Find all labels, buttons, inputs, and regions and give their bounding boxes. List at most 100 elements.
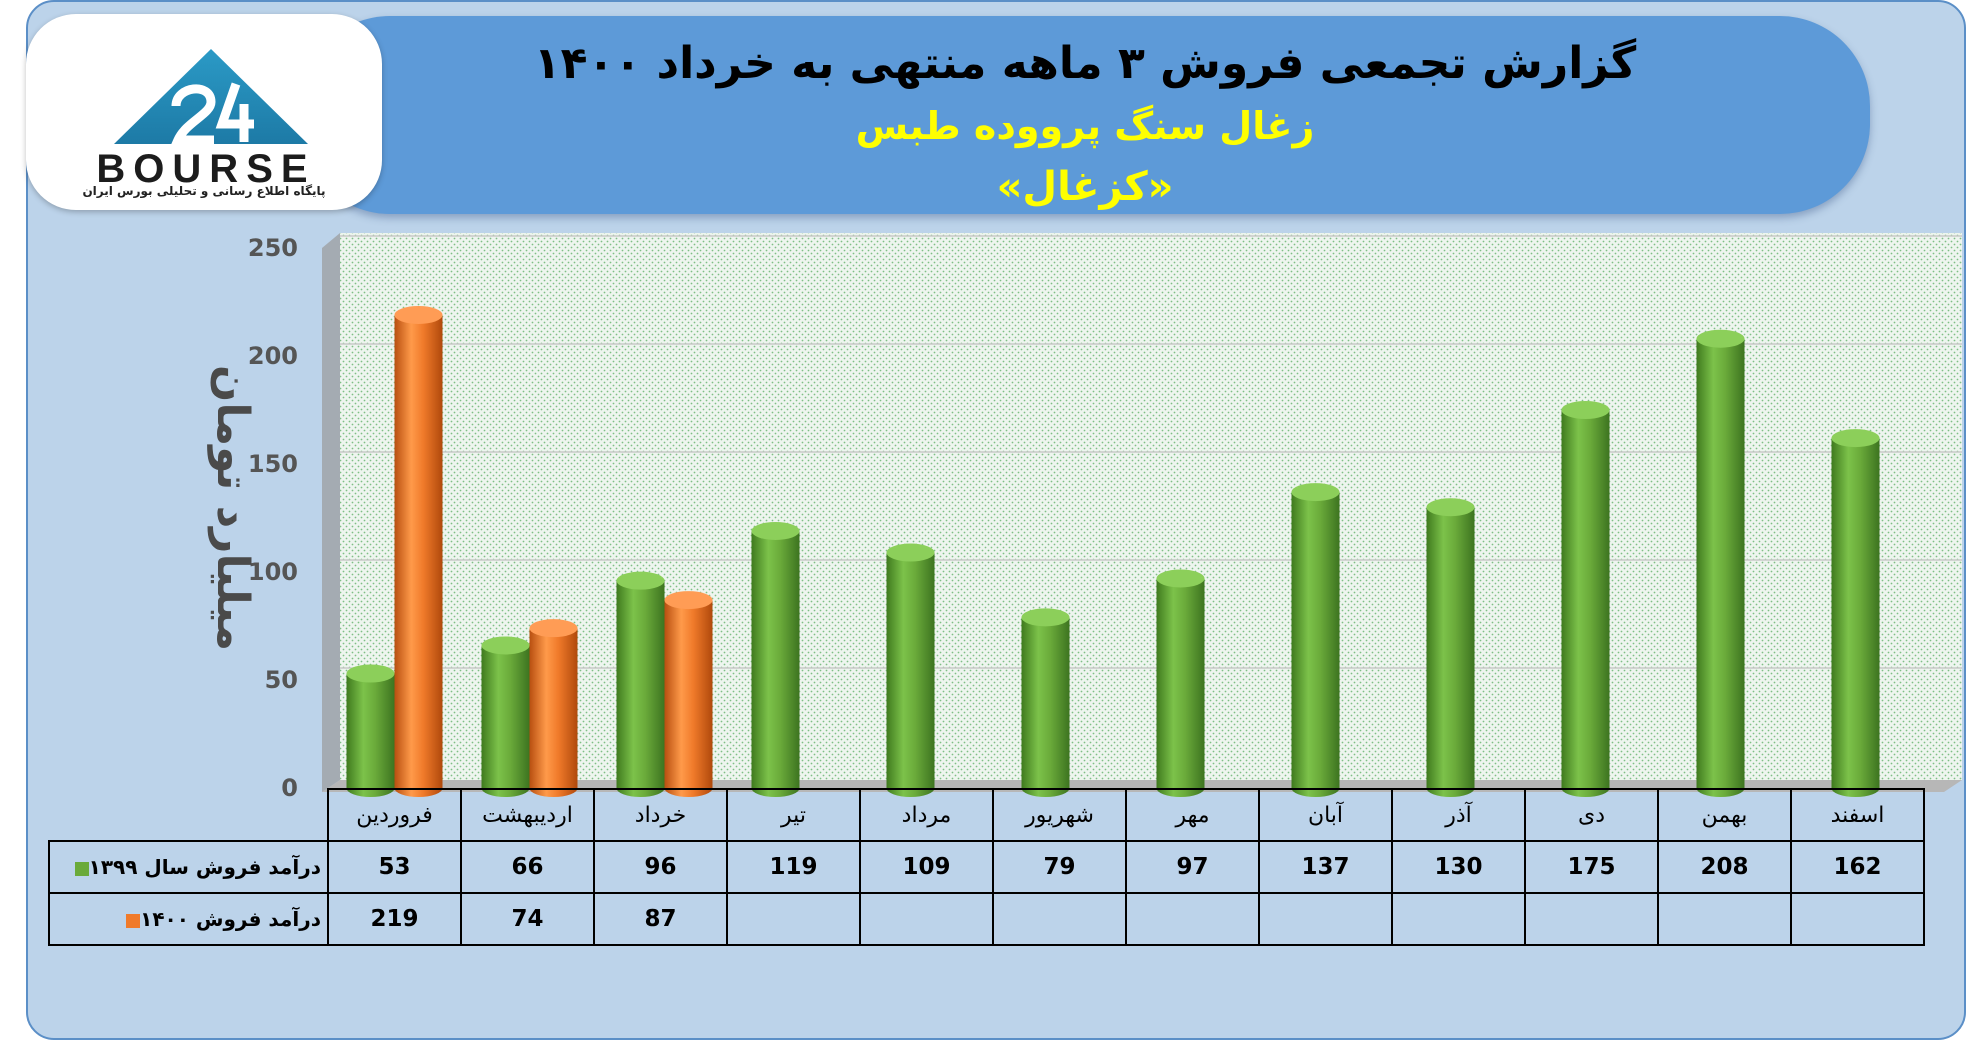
- bar-cap: [1831, 429, 1880, 448]
- category-label: آذر: [1391, 788, 1526, 842]
- bar-cap: [1561, 401, 1610, 419]
- value-cell-1399: 66: [460, 840, 595, 894]
- bar-cap: [346, 664, 395, 683]
- bar-body: [529, 628, 578, 797]
- legend-swatch-1400: [126, 913, 141, 928]
- gridlines: [340, 235, 1962, 669]
- bar-cap: [481, 636, 530, 655]
- y-tick-label: 200: [248, 342, 298, 370]
- bar-chart: 0 50 100 150 200 250 میلیارد تومان: [207, 233, 1962, 800]
- bar-1400: [394, 305, 443, 797]
- bar-cap: [1426, 498, 1475, 517]
- bar-body: [1561, 410, 1610, 797]
- bar-cap: [886, 543, 935, 562]
- y-tick-label: 100: [248, 558, 298, 586]
- bar-cap: [664, 591, 713, 610]
- value-cell-1400: [1391, 892, 1526, 946]
- bar-body: [1156, 578, 1205, 797]
- bar-body: [1426, 507, 1475, 797]
- bar-cap: [1696, 329, 1745, 348]
- value-cell-1400: [726, 892, 861, 946]
- category-label: خرداد: [593, 788, 728, 842]
- value-cell-1400: [1524, 892, 1659, 946]
- y-axis-label: میلیارد تومان: [207, 365, 258, 651]
- category-label: شهریور: [992, 788, 1127, 842]
- bar-1400: [664, 591, 713, 797]
- bar-body: [481, 645, 530, 797]
- value-cell-1399: 137: [1258, 840, 1393, 894]
- bar-body: [1291, 492, 1340, 797]
- bar-1399: [751, 521, 800, 797]
- bar-body: [346, 673, 395, 797]
- bar-1399: [1156, 569, 1205, 797]
- value-cell-1399: 109: [859, 840, 994, 894]
- category-label: تیر: [726, 788, 861, 842]
- value-cell-1400: [1790, 892, 1925, 946]
- legend-label-1399: درآمد فروش سال ۱۳۹۹: [88, 855, 321, 879]
- title-banner: گزارش تجمعی فروش ۳ ماهه منتهی به خرداد ۱…: [300, 16, 1870, 214]
- bar-body: [1021, 617, 1070, 797]
- bar-1399: [1561, 401, 1610, 797]
- value-cell-1399: 162: [1790, 840, 1925, 894]
- value-cell-1399: 175: [1524, 840, 1659, 894]
- value-cell-1399: 96: [593, 840, 728, 894]
- bar-1399: [1291, 483, 1340, 797]
- bar-1399: [886, 543, 935, 797]
- y-tick-label: 250: [248, 234, 298, 262]
- logo-tagline: پایگاه اطلاع رسانی و تحلیلی بورس ایران: [82, 184, 326, 198]
- bar-cap: [1156, 569, 1205, 588]
- table-corner: [49, 789, 328, 841]
- value-cell-1400: [1258, 892, 1393, 946]
- bar-1399: [1696, 329, 1745, 797]
- bar-body: [394, 314, 443, 797]
- bar-1399: [616, 571, 665, 797]
- bar-1399: [481, 636, 530, 797]
- legend-label-1400: درآمد فروش ۱۴۰۰: [140, 907, 321, 931]
- value-cell-1400: 219: [327, 892, 462, 946]
- bourse-24-triangle-icon: BOURSE: [96, 49, 315, 191]
- y-tick-label: 150: [248, 450, 298, 478]
- value-cell-1399: 53: [327, 840, 462, 894]
- chart-title: گزارش تجمعی فروش ۳ ماهه منتهی به خرداد ۱…: [533, 38, 1637, 89]
- bar-cap: [751, 521, 800, 540]
- bar-1399: [1426, 498, 1475, 797]
- plot-area: [340, 233, 1962, 780]
- bar-cap: [1021, 608, 1070, 627]
- bar-cap: [394, 305, 443, 324]
- bar-1400: [529, 619, 578, 797]
- y-tick-label: 0: [281, 774, 298, 800]
- plot-side-wall: [322, 233, 340, 792]
- category-label: فروردین: [327, 788, 462, 842]
- ticker-symbol: «کزغال»: [996, 164, 1174, 210]
- y-axis-ticks: 0 50 100 150 200 250: [248, 234, 298, 800]
- category-label: اسفند: [1790, 788, 1925, 842]
- bar-1399: [1021, 608, 1070, 797]
- value-cell-1400: [1125, 892, 1260, 946]
- category-label: آبان: [1258, 788, 1393, 842]
- category-label: دی: [1524, 788, 1659, 842]
- value-cell-1400: 87: [593, 892, 728, 946]
- value-cell-1399: 97: [1125, 840, 1260, 894]
- bar-body: [1696, 338, 1745, 797]
- bourse-logo: BOURSE پایگاه اطلاع رسانی و تحلیلی بورس …: [26, 14, 382, 210]
- bar-body: [1831, 438, 1880, 797]
- value-cell-1400: [1657, 892, 1792, 946]
- logo-wordmark: BOURSE: [96, 147, 315, 191]
- legend-item-1399: درآمد فروش سال ۱۳۹۹: [48, 840, 329, 894]
- bar-body: [664, 600, 713, 797]
- bar-body: [886, 552, 935, 797]
- value-cell-1399: 208: [1657, 840, 1792, 894]
- data-table: فروردین اردیبهشت خرداد تیر مرداد شهریور مهر آبا…: [48, 788, 1925, 946]
- value-cell-1399: 130: [1391, 840, 1526, 894]
- bar-cap: [616, 571, 665, 590]
- value-cell-1399: 79: [992, 840, 1127, 894]
- value-cell-1400: 74: [460, 892, 595, 946]
- category-label: مهر: [1125, 788, 1260, 842]
- bar-cap: [1291, 483, 1340, 502]
- bar-cap: [529, 619, 578, 638]
- bar-1399: [1831, 429, 1880, 797]
- value-cell-1400: [859, 892, 994, 946]
- category-label: اردیبهشت: [460, 788, 595, 842]
- value-cell-1399: 119: [726, 840, 861, 894]
- company-name: زغال سنگ پرووده طبس: [855, 104, 1315, 148]
